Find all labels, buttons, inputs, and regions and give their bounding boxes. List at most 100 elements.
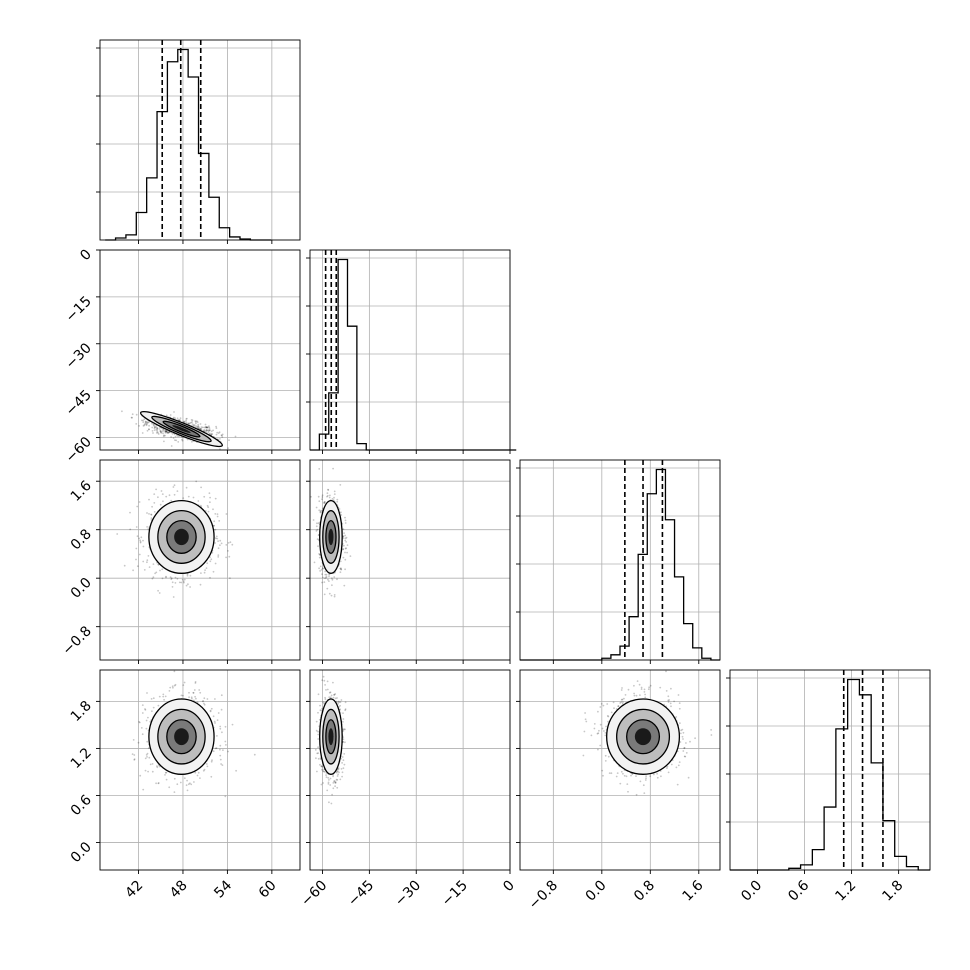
sample-point [333, 595, 336, 598]
sample-point [152, 563, 155, 565]
sample-point [190, 696, 193, 699]
sample-point [188, 691, 190, 694]
sample-point [656, 772, 658, 775]
sample-point [157, 782, 160, 785]
sample-point [153, 511, 156, 513]
sample-point [225, 556, 227, 559]
sample-point [210, 432, 213, 435]
sample-point [212, 429, 214, 432]
sample-point [204, 426, 207, 429]
sample-point [200, 486, 202, 489]
sample-point [168, 690, 171, 692]
sample-point [206, 429, 208, 432]
sample-point [147, 770, 149, 773]
sample-point [217, 547, 220, 550]
sample-point [340, 567, 342, 570]
sample-point [169, 686, 172, 689]
sample-point [330, 594, 333, 597]
panel-frame [519, 459, 721, 661]
sample-point [141, 733, 144, 736]
sample-point [139, 541, 142, 544]
sample-point [142, 545, 145, 548]
sample-point [327, 489, 330, 491]
sample-point [221, 764, 224, 766]
sample-point [138, 501, 141, 503]
sample-point [344, 534, 346, 537]
sample-point [327, 578, 329, 581]
sample-point [346, 551, 348, 554]
sample-point [315, 506, 318, 509]
sample-point [215, 747, 218, 749]
x-tick-label: 0.0 [738, 878, 765, 905]
sample-point [169, 414, 172, 416]
sample-point [325, 689, 327, 691]
sample-point [141, 712, 144, 714]
sample-point [340, 768, 343, 770]
sample-point [342, 759, 345, 762]
sample-point [677, 694, 680, 696]
sample-point [319, 763, 321, 766]
y-tick-label: 0.8 [68, 526, 95, 553]
sample-point [136, 535, 139, 538]
sample-point [145, 421, 148, 423]
sample-point [132, 739, 135, 741]
sample-point [168, 494, 171, 497]
sample-point [627, 790, 629, 793]
sample-point [153, 429, 156, 431]
sample-point [165, 430, 168, 432]
sample-point [166, 431, 168, 434]
sample-point [168, 431, 171, 434]
sample-point [227, 750, 229, 753]
sample-point [325, 576, 327, 579]
sample-point [215, 427, 218, 429]
sample-point [177, 441, 180, 443]
sample-point [182, 420, 185, 423]
sample-point [329, 696, 332, 699]
sample-point [171, 586, 174, 588]
sample-point [188, 422, 190, 425]
sample-point [321, 573, 323, 576]
density-contour [328, 528, 334, 546]
sample-point [326, 587, 329, 590]
sample-point [219, 727, 222, 730]
sample-point [635, 694, 638, 697]
sample-point [227, 447, 229, 449]
sample-point [164, 771, 167, 774]
sample-point [159, 430, 162, 432]
sample-point [208, 425, 210, 428]
sample-point [214, 722, 216, 724]
sample-point [344, 551, 346, 554]
sample-point [174, 435, 177, 438]
sample-point [173, 670, 176, 673]
sample-point [145, 727, 148, 730]
sample-point [317, 746, 319, 749]
sample-point [203, 495, 206, 498]
sample-point [326, 680, 329, 683]
sample-point [315, 757, 317, 760]
sample-point [206, 426, 208, 429]
sample-point [200, 426, 203, 428]
sample-point [148, 428, 150, 431]
sample-point [219, 544, 221, 547]
sample-point [145, 423, 148, 426]
sample-point [185, 421, 188, 424]
sample-point [221, 434, 223, 437]
sample-point [153, 427, 156, 430]
sample-point [142, 788, 145, 791]
sample-point [168, 786, 171, 789]
sample-point [213, 520, 216, 523]
sample-point [326, 789, 329, 792]
sample-point [194, 681, 197, 683]
sample-point [214, 542, 216, 544]
sample-point [670, 763, 673, 766]
sample-point [148, 513, 150, 515]
sample-point [199, 777, 201, 779]
sample-point [199, 691, 202, 694]
sample-point [130, 416, 133, 419]
sample-point [162, 500, 164, 503]
x-tick-label: 54 [211, 877, 235, 901]
sample-point [164, 429, 167, 432]
sample-point [214, 513, 217, 515]
